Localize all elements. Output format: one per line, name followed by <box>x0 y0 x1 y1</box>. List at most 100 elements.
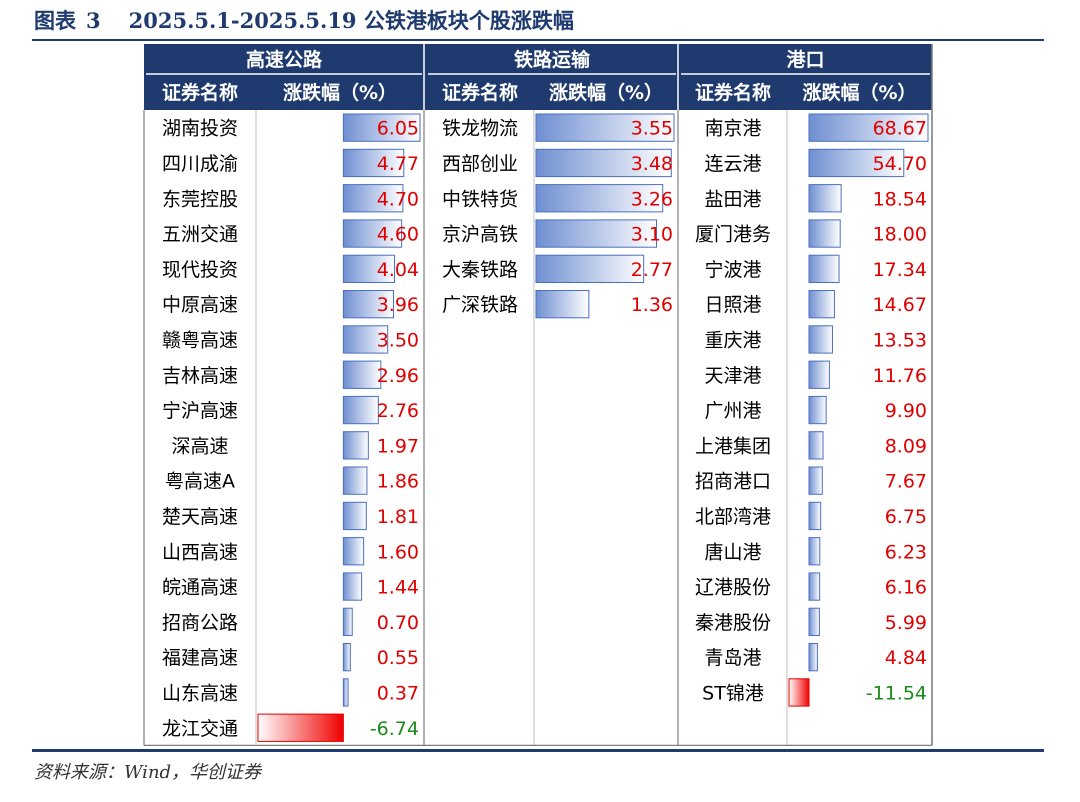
change-bar <box>808 607 820 637</box>
column-header-change: 涨跌幅（%） <box>802 81 916 104</box>
change-bar <box>808 148 905 178</box>
change-value: -11.54 <box>866 682 927 704</box>
change-bar <box>342 290 395 319</box>
change-value: 0.70 <box>377 612 419 634</box>
stock-name: 日照港 <box>704 294 761 316</box>
group-title: 高速公路 <box>246 48 323 71</box>
change-bar <box>808 466 823 495</box>
change-bar <box>342 184 404 213</box>
change-bar <box>342 395 379 425</box>
stock-name: 广州港 <box>704 400 761 422</box>
change-value: 1.97 <box>377 435 419 457</box>
stock-name: 皖通高速 <box>162 577 238 599</box>
stock-name: 招商公路 <box>162 612 238 634</box>
caption-label: 图表 <box>34 8 76 33</box>
stock-name: 山西高速 <box>162 541 238 563</box>
change-value: 4.04 <box>377 259 419 281</box>
stock-name: 深高速 <box>171 435 228 457</box>
source-note: 资料来源：Wind，华创证券 <box>34 762 262 783</box>
change-value: 1.86 <box>377 471 419 493</box>
column-header-change: 涨跌幅（%） <box>549 81 663 104</box>
change-value: 17.34 <box>873 259 927 281</box>
change-bar <box>808 572 821 601</box>
change-bar <box>342 537 365 566</box>
change-bar <box>535 148 672 178</box>
stock-name: 粤高速A <box>165 471 235 493</box>
change-value: 11.76 <box>873 365 927 387</box>
stock-name: 广深铁路 <box>442 294 518 316</box>
stock-name: 京沪高铁 <box>442 224 518 246</box>
change-value: 4.77 <box>377 153 419 175</box>
change-bar <box>808 219 841 248</box>
stock-name: 青岛港 <box>704 647 761 669</box>
stock-name: 招商港口 <box>695 471 771 493</box>
change-value: 7.67 <box>885 471 927 493</box>
figure-caption: 图表 3 2025.5.1-2025.5.19 公铁港板块个股涨跌幅 <box>34 6 574 36</box>
stock-name: 赣粤高速 <box>162 329 238 351</box>
change-value: 8.09 <box>885 435 927 457</box>
change-bar <box>535 290 590 319</box>
change-bar <box>342 219 403 248</box>
change-value: 4.60 <box>377 224 419 246</box>
top-rule <box>32 39 1044 41</box>
change-bar <box>535 254 645 283</box>
stock-name: 龙江交通 <box>162 718 238 740</box>
stock-name: 楚天高速 <box>162 506 238 528</box>
change-bar <box>342 254 396 283</box>
stock-name: 连云港 <box>704 153 761 175</box>
stock-name: 福建高速 <box>162 647 238 669</box>
stock-name: 宁沪高速 <box>162 400 238 422</box>
stock-name: 上港集团 <box>695 435 771 457</box>
group-title: 铁路运输 <box>514 48 591 71</box>
change-bar <box>535 113 675 142</box>
change-bar <box>342 501 367 531</box>
change-bar <box>808 113 929 142</box>
change-value: 68.67 <box>873 118 927 140</box>
change-bar <box>342 360 382 389</box>
stock-name: 厦门港务 <box>695 224 771 246</box>
change-value: 2.77 <box>631 259 673 281</box>
stock-name: 铁龙物流 <box>442 118 518 140</box>
stock-name: 南京港 <box>704 118 761 140</box>
change-value: 54.70 <box>873 153 927 175</box>
change-bar <box>342 325 389 354</box>
change-value: 9.90 <box>885 400 927 422</box>
change-value: 4.84 <box>885 647 927 669</box>
column-header-name: 证券名称 <box>162 81 238 104</box>
caption-number: 3 <box>86 8 101 33</box>
change-bar <box>342 148 405 178</box>
change-bar <box>342 572 363 601</box>
change-bar <box>808 431 824 460</box>
change-bar <box>808 395 827 425</box>
change-value: 0.37 <box>377 682 419 704</box>
stock-name: 五洲交通 <box>162 224 238 246</box>
change-bar <box>342 113 421 142</box>
change-bar <box>342 466 368 495</box>
stock-name: 中原高速 <box>162 294 238 316</box>
change-value: 3.96 <box>377 294 419 316</box>
change-bar <box>808 537 821 566</box>
change-value: 6.75 <box>885 506 927 528</box>
change-value: 1.36 <box>631 294 673 316</box>
change-value: 0.55 <box>377 647 419 669</box>
change-bar <box>342 431 369 460</box>
column-header-change: 涨跌幅（%） <box>283 81 397 104</box>
change-value: 1.60 <box>377 541 419 563</box>
change-bar <box>788 678 810 707</box>
change-bar <box>808 184 842 213</box>
stock-name: 大秦铁路 <box>442 259 518 281</box>
change-bar <box>808 501 822 531</box>
change-bar <box>342 643 351 672</box>
change-value: 6.05 <box>377 118 419 140</box>
stock-name: 宁波港 <box>704 259 761 281</box>
change-value: 14.67 <box>873 294 927 316</box>
change-bar <box>342 607 353 637</box>
change-bar <box>808 254 840 283</box>
change-bar <box>342 678 349 707</box>
change-bar <box>535 219 658 248</box>
change-value: 3.55 <box>631 118 673 140</box>
stock-name: 重庆港 <box>704 329 761 351</box>
table-body <box>144 110 932 746</box>
column-header-name: 证券名称 <box>695 81 771 104</box>
stock-name: 盐田港 <box>704 188 761 210</box>
